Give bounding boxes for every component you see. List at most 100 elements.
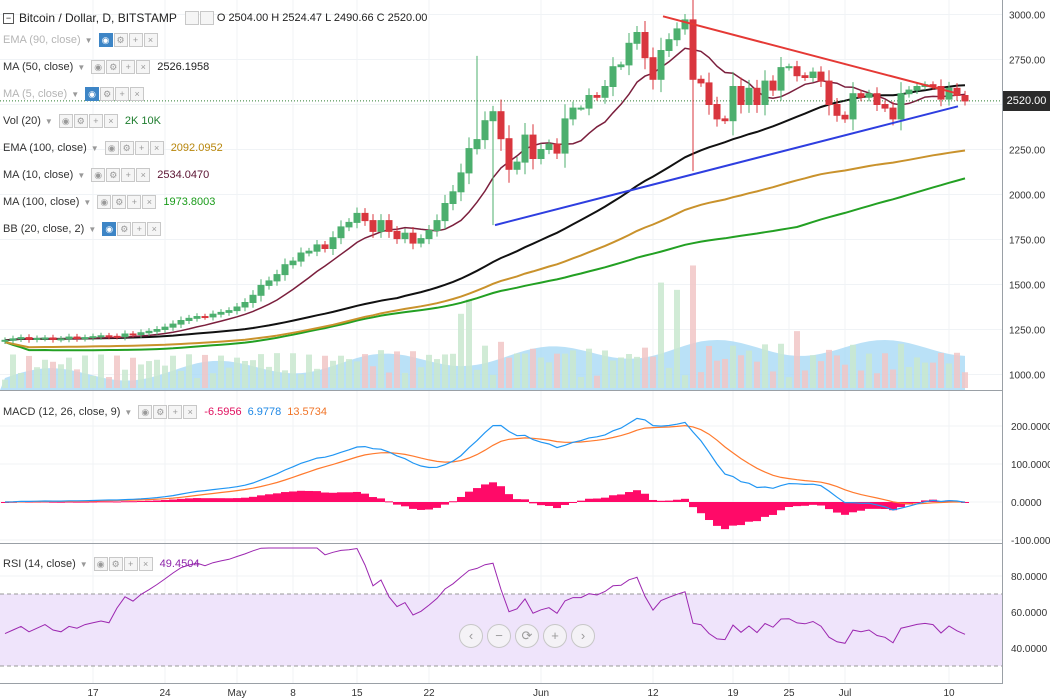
volume-bar: [882, 353, 888, 388]
eye-icon[interactable]: ◉: [104, 141, 119, 155]
trendline-resistance: [662, 15, 959, 95]
macd-label: MACD (12, 26, close, 9): [3, 406, 121, 418]
candle-body: [161, 326, 169, 331]
macd-histogram-bar: [545, 502, 553, 506]
settings-icon[interactable]: [184, 11, 199, 25]
close-icon[interactable]: ×: [143, 33, 158, 47]
dropdown-caret-icon[interactable]: ▼: [71, 89, 80, 99]
rsi-tick-label: 80.0000: [1011, 572, 1048, 583]
macd-histogram-bar: [73, 501, 81, 503]
close-icon[interactable]: ×: [130, 87, 145, 101]
dropdown-caret-icon[interactable]: ▼: [77, 62, 86, 72]
dropdown-caret-icon[interactable]: ▼: [90, 143, 99, 153]
candle-body: [841, 114, 849, 120]
macd-histogram-bar: [577, 500, 585, 502]
candle-body: [353, 212, 361, 223]
eye-icon[interactable]: ◉: [138, 405, 153, 419]
add-icon[interactable]: +: [115, 87, 130, 101]
settings-icon[interactable]: ⚙: [113, 33, 128, 47]
settings-icon[interactable]: ⚙: [106, 168, 121, 182]
dropdown-caret-icon[interactable]: ▼: [88, 224, 97, 234]
macd-histogram-bar: [81, 501, 89, 503]
candle-body: [185, 317, 193, 321]
volume-bar: [434, 359, 440, 388]
macd-histogram-bar: [553, 502, 561, 509]
close-icon[interactable]: ×: [103, 114, 118, 128]
zoom-out-button[interactable]: −: [487, 624, 511, 648]
eye-icon[interactable]: ◉: [91, 60, 106, 74]
add-icon[interactable]: +: [168, 405, 183, 419]
scroll-right-button[interactable]: ›: [571, 624, 595, 648]
eye-icon[interactable]: ◉: [102, 222, 117, 236]
eye-icon[interactable]: ◉: [58, 114, 73, 128]
close-icon[interactable]: ×: [136, 60, 151, 74]
price-tick-label: 2250.00: [1009, 146, 1046, 157]
macd-histogram-bar: [473, 488, 481, 502]
reset-chart-button[interactable]: ⟳: [515, 624, 539, 648]
close-icon[interactable]: ×: [138, 557, 153, 571]
dropdown-caret-icon[interactable]: ▼: [83, 197, 92, 207]
candle-body: [513, 161, 521, 170]
eye-icon[interactable]: ◉: [98, 33, 113, 47]
add-icon[interactable]: +: [121, 168, 136, 182]
dropdown-caret-icon[interactable]: ▼: [79, 559, 88, 569]
candle-body: [25, 337, 33, 340]
candle-body: [321, 244, 329, 249]
dropdown-caret-icon[interactable]: ▼: [44, 116, 53, 126]
zoom-in-button[interactable]: +: [543, 624, 567, 648]
ohlc-values: O 2504.00 H 2524.47 L 2490.66 C 2520.00: [216, 12, 428, 24]
macd-histogram-bar: [489, 482, 497, 502]
add-icon[interactable]: +: [121, 60, 136, 74]
macd-histogram-bar: [169, 499, 177, 502]
settings-icon[interactable]: ⚙: [100, 87, 115, 101]
candle-body: [489, 111, 497, 122]
close-icon[interactable]: ×: [147, 222, 162, 236]
eye-icon[interactable]: ◉: [85, 87, 100, 101]
macd-histogram-bar: [321, 492, 329, 502]
indicator-row: MA (50, close) ▼ ◉ ⚙ + × 2526.1958: [3, 58, 209, 76]
add-icon[interactable]: +: [127, 195, 142, 209]
dropdown-caret-icon[interactable]: ▼: [77, 170, 86, 180]
candle-body: [369, 220, 377, 232]
macd-histogram-bar: [129, 501, 137, 503]
add-icon[interactable]: +: [132, 222, 147, 236]
macd-tick-label: 100.0000: [1011, 460, 1050, 471]
eye-icon[interactable]: ◉: [93, 557, 108, 571]
candle-body: [857, 93, 865, 98]
settings-icon[interactable]: ⚙: [106, 60, 121, 74]
eye-icon[interactable]: ◉: [97, 195, 112, 209]
close-icon[interactable]: ×: [149, 141, 164, 155]
add-icon[interactable]: +: [128, 33, 143, 47]
close-icon[interactable]: ×: [183, 405, 198, 419]
macd-tick-label: -100.0000: [1011, 536, 1050, 547]
volume-bar: [362, 354, 368, 388]
candle-body: [393, 230, 401, 240]
settings-icon[interactable]: ⚙: [112, 195, 127, 209]
candle-body: [561, 118, 569, 154]
eye-icon[interactable]: ◉: [91, 168, 106, 182]
dropdown-caret-icon[interactable]: ▼: [84, 35, 93, 45]
dropdown-caret-icon[interactable]: ▼: [124, 407, 133, 417]
volume-bar: [922, 362, 928, 388]
macd-histogram-bar: [401, 502, 409, 507]
scroll-left-button[interactable]: ‹: [459, 624, 483, 648]
add-icon[interactable]: +: [88, 114, 103, 128]
add-icon[interactable]: +: [123, 557, 138, 571]
price-tick-label: 1250.00: [1009, 326, 1046, 337]
settings-icon[interactable]: ⚙: [153, 405, 168, 419]
settings-icon[interactable]: ⚙: [73, 114, 88, 128]
macd-histogram-bar: [681, 498, 689, 502]
collapse-icon[interactable]: −: [3, 12, 14, 24]
settings-icon[interactable]: ⚙: [108, 557, 123, 571]
candle-body: [169, 323, 177, 328]
close-icon[interactable]: ×: [142, 195, 157, 209]
add-icon[interactable]: [199, 11, 214, 25]
close-icon[interactable]: ×: [136, 168, 151, 182]
macd-histogram-bar: [377, 498, 385, 502]
settings-icon[interactable]: ⚙: [117, 222, 132, 236]
settings-icon[interactable]: ⚙: [119, 141, 134, 155]
macd-histogram-bar: [385, 501, 393, 503]
add-icon[interactable]: +: [134, 141, 149, 155]
candle-body: [289, 260, 297, 266]
